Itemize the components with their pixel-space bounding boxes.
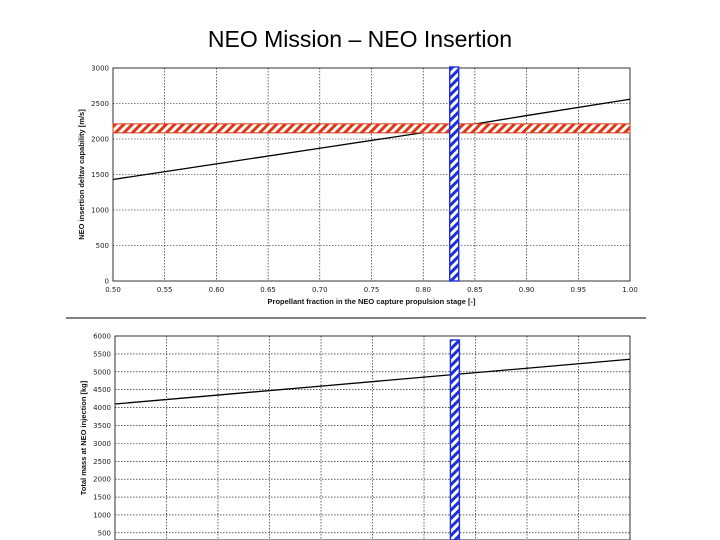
y-tick-label: 2500 (91, 100, 109, 108)
y-tick-label: 3000 (91, 65, 109, 73)
y-tick-label: 6000 (93, 333, 111, 341)
y-tick-label: 5000 (93, 368, 111, 376)
series-line (112, 98, 631, 181)
y-tick-label: 3000 (93, 440, 111, 448)
y-axis-title: NEO insertion deltav capability [m/s] (77, 109, 86, 240)
y-tick-label: 1000 (91, 207, 109, 215)
y-tick-label: 500 (96, 242, 109, 250)
y-tick-label: 0 (105, 278, 109, 286)
x-tick-label: 1.00 (622, 286, 638, 294)
y-tick-label: 2000 (91, 136, 109, 144)
deltav-chart: 0 500 1000 1500 2000 2500 3000 0.50 0.55 0.60 0.65… (77, 65, 638, 307)
y-axis-title: Total mass at NEO injection [kg] (79, 380, 88, 495)
series-line (114, 358, 631, 405)
x-tick-label: 0.90 (519, 286, 535, 294)
design-point-band (449, 339, 461, 540)
x-tick-label: 0.65 (260, 286, 276, 294)
y-tick-label: 3500 (93, 422, 111, 430)
y-tick-label: 4500 (93, 386, 111, 394)
deltav-threshold-band (112, 123, 631, 134)
y-tick-label: 1500 (91, 171, 109, 179)
x-tick-label: 0.85 (467, 286, 483, 294)
mass-chart: 500 1000 1500 2000 2500 3000 3500 4000 4500 5000 5… (79, 333, 631, 540)
y-tick-label: 5500 (93, 350, 111, 358)
design-point-band (449, 66, 460, 282)
x-tick-label: 0.75 (364, 286, 380, 294)
x-tick-label: 0.95 (571, 286, 587, 294)
y-tick-label: 1500 (93, 494, 111, 502)
x-tick-label: 0.50 (105, 286, 121, 294)
x-axis-title: Propellant fraction in the NEO capture p… (268, 297, 476, 306)
y-tick-label: 500 (98, 529, 111, 537)
slide-title: NEO Mission – NEO Insertion (207, 26, 513, 52)
y-tick-label: 1000 (93, 511, 111, 519)
x-tick-label: 0.55 (157, 286, 173, 294)
y-tick-label: 4000 (93, 404, 111, 412)
y-tick-label: 2500 (93, 458, 111, 466)
x-tick-label: 0.60 (209, 286, 225, 294)
x-tick-label: 0.80 (415, 286, 431, 294)
x-tick-label: 0.70 (312, 286, 328, 294)
y-tick-label: 2000 (93, 476, 111, 484)
